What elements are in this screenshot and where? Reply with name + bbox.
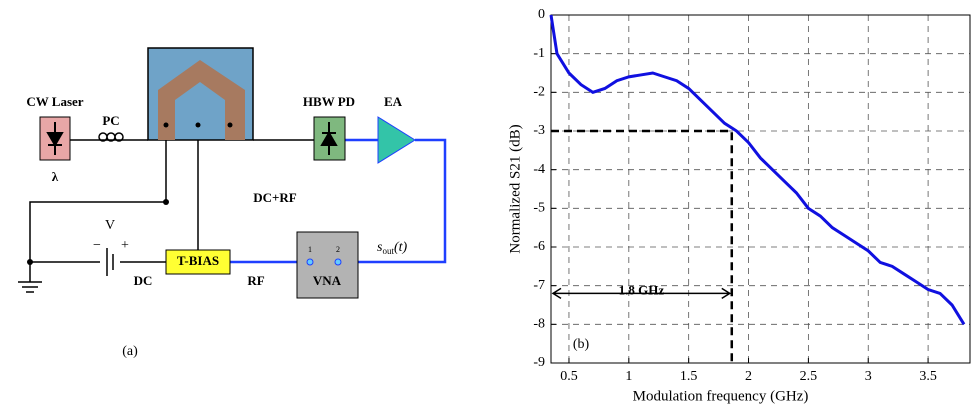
y-tick-label: -3 — [533, 123, 545, 138]
label: sout(t) — [377, 240, 408, 256]
y-tick-label: -8 — [533, 317, 545, 332]
x-tick-label: 1.5 — [680, 369, 698, 384]
pc-coils — [98, 132, 124, 142]
y-tick-label: -6 — [533, 239, 545, 254]
chart: 0 -1 -2 -3 -4 -5 -6 -7 -8 -9 0.5 1 1.5 2 2.5 3 3.5 1.8 GH… — [507, 7, 971, 404]
label: + — [121, 238, 129, 253]
label: DC — [134, 273, 153, 288]
label: DC+RF — [253, 190, 297, 205]
node — [27, 259, 33, 265]
annotation: 1.8 GHz — [619, 282, 665, 297]
label: HBW PD — [303, 94, 355, 109]
label: T-BIAS — [177, 253, 219, 268]
x-tick-label: 3.5 — [919, 369, 937, 384]
x-tick-label: 2.5 — [800, 369, 818, 384]
panel-label: (a) — [122, 344, 138, 359]
ground — [18, 262, 42, 293]
y-tick-label: -5 — [533, 201, 545, 216]
label: CW Laser — [26, 94, 83, 109]
label: (t) — [394, 240, 408, 255]
tbias-box — [165, 249, 231, 275]
label: EA — [384, 94, 403, 109]
label: out — [382, 246, 394, 256]
y-tick-label: -4 — [533, 162, 545, 177]
battery — [106, 248, 114, 276]
x-axis-label: Modulation frequency (GHz) — [633, 388, 809, 404]
x-tick-label: 2 — [745, 369, 752, 384]
laser-icon — [46, 122, 64, 155]
label: 1 — [308, 245, 312, 254]
x-tick-label: 1 — [625, 369, 632, 384]
x-tick-label: 3 — [865, 369, 872, 384]
label: V — [105, 218, 115, 233]
span-arrow — [551, 287, 732, 300]
data-line — [549, 14, 966, 326]
node — [163, 199, 169, 205]
dc-wire — [29, 125, 199, 263]
plot-frame — [550, 14, 971, 364]
label: PC — [102, 113, 119, 128]
panel-label: (b) — [573, 337, 590, 352]
label: − — [93, 238, 101, 253]
setup-diagram: CW Laser λ PC HBW PD EA DC+RF V − + DC T… — [18, 47, 447, 359]
y-tick-label: -9 — [533, 355, 545, 370]
y-tick-label: -2 — [533, 85, 545, 100]
y-tick-label: 0 — [538, 7, 545, 22]
pd-icon — [320, 122, 338, 155]
label: VNA — [313, 273, 342, 288]
label: λ — [52, 169, 59, 184]
y-tick-label: -1 — [533, 46, 545, 61]
label: s — [377, 240, 383, 255]
y-axis-label: Normalized S21 (dB) — [507, 124, 523, 253]
amplifier — [377, 116, 416, 164]
rf-cable — [338, 138, 447, 264]
y-tick-label: -7 — [533, 278, 545, 293]
electrode — [158, 60, 245, 140]
label: RF — [247, 273, 264, 288]
label: 2 — [336, 245, 340, 254]
vna-box — [296, 231, 359, 299]
x-tick-label: 0.5 — [560, 369, 578, 384]
